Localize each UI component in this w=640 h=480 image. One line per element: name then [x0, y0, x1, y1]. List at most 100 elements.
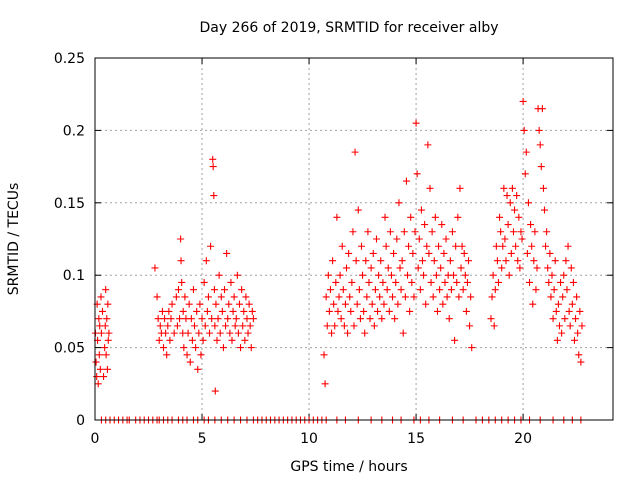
data-point	[337, 315, 345, 323]
data-point	[225, 300, 233, 308]
data-point	[362, 257, 370, 265]
data-point	[489, 271, 497, 279]
data-point	[162, 329, 170, 337]
data-point	[163, 351, 171, 359]
data-point	[328, 329, 336, 337]
data-point	[103, 315, 111, 323]
data-point	[455, 293, 463, 301]
data-point	[242, 293, 250, 301]
data-point	[456, 184, 464, 192]
data-point	[211, 387, 219, 395]
data-point	[325, 307, 333, 315]
y-tick-label: 0.1	[63, 268, 85, 284]
data-point	[505, 271, 513, 279]
data-point	[461, 271, 469, 279]
data-point	[409, 249, 417, 257]
data-point	[103, 365, 111, 373]
data-point	[415, 235, 423, 243]
data-point	[368, 300, 376, 308]
data-point	[442, 235, 450, 243]
data-point	[395, 199, 403, 207]
data-point	[424, 141, 432, 149]
data-point	[101, 344, 109, 352]
data-point	[354, 206, 362, 214]
data-point	[488, 293, 496, 301]
data-point	[413, 170, 421, 178]
data-point	[390, 249, 398, 257]
data-point	[229, 307, 237, 315]
chart-title: Day 266 of 2019, SRMTID for receiver alb…	[199, 20, 498, 36]
data-point	[514, 257, 522, 265]
data-point	[577, 358, 585, 366]
data-point	[561, 315, 569, 323]
data-point	[392, 278, 400, 286]
data-point	[332, 278, 340, 286]
data-point	[212, 300, 220, 308]
data-point	[447, 286, 455, 294]
data-point	[343, 264, 351, 272]
data-point	[499, 242, 507, 250]
data-point	[165, 307, 173, 315]
data-point	[363, 293, 371, 301]
data-point	[437, 264, 445, 272]
data-point	[572, 315, 580, 323]
data-point	[516, 264, 524, 272]
data-point	[376, 293, 384, 301]
data-point	[412, 119, 420, 127]
data-point	[559, 293, 567, 301]
data-point	[527, 221, 535, 229]
data-point	[101, 322, 109, 330]
data-point	[435, 242, 443, 250]
data-point	[235, 300, 243, 308]
data-point	[223, 249, 231, 257]
data-point	[196, 300, 204, 308]
data-point	[463, 278, 471, 286]
data-point	[95, 315, 103, 323]
data-point	[443, 293, 451, 301]
data-point	[233, 271, 241, 279]
data-point	[371, 286, 379, 294]
data-point	[428, 228, 436, 236]
y-axis-label: SRMTID / TECUs	[6, 183, 22, 296]
data-point	[451, 336, 459, 344]
data-point	[542, 242, 550, 250]
y-tick-label: 0.2	[63, 123, 85, 139]
data-point	[355, 286, 363, 294]
x-tick-label: 0	[91, 431, 100, 447]
data-point	[553, 336, 561, 344]
data-point	[446, 257, 454, 265]
data-point	[411, 228, 419, 236]
data-point	[440, 249, 448, 257]
data-point	[544, 264, 552, 272]
data-point	[228, 336, 236, 344]
data-point	[379, 278, 387, 286]
data-point	[340, 322, 348, 330]
x-tick-label: 15	[407, 431, 425, 447]
x-tick-label: 20	[514, 431, 532, 447]
data-point	[350, 322, 358, 330]
data-point	[199, 336, 207, 344]
data-point	[570, 336, 578, 344]
data-point	[465, 257, 473, 265]
data-point	[213, 336, 221, 344]
data-point	[156, 322, 164, 330]
data-point	[520, 126, 528, 134]
data-point	[238, 286, 246, 294]
data-point	[209, 163, 217, 171]
data-point	[189, 286, 197, 294]
data-point	[336, 271, 344, 279]
data-point	[222, 322, 230, 330]
data-point	[496, 213, 504, 221]
data-point	[493, 257, 501, 265]
data-point	[378, 315, 386, 323]
data-point	[562, 257, 570, 265]
data-point	[201, 322, 209, 330]
data-point	[400, 228, 408, 236]
data-point	[541, 206, 549, 214]
data-point	[164, 322, 172, 330]
data-point	[218, 307, 226, 315]
data-point	[230, 293, 238, 301]
data-point	[381, 213, 389, 221]
y-tick-label: 0.15	[54, 196, 85, 212]
data-point	[187, 315, 195, 323]
